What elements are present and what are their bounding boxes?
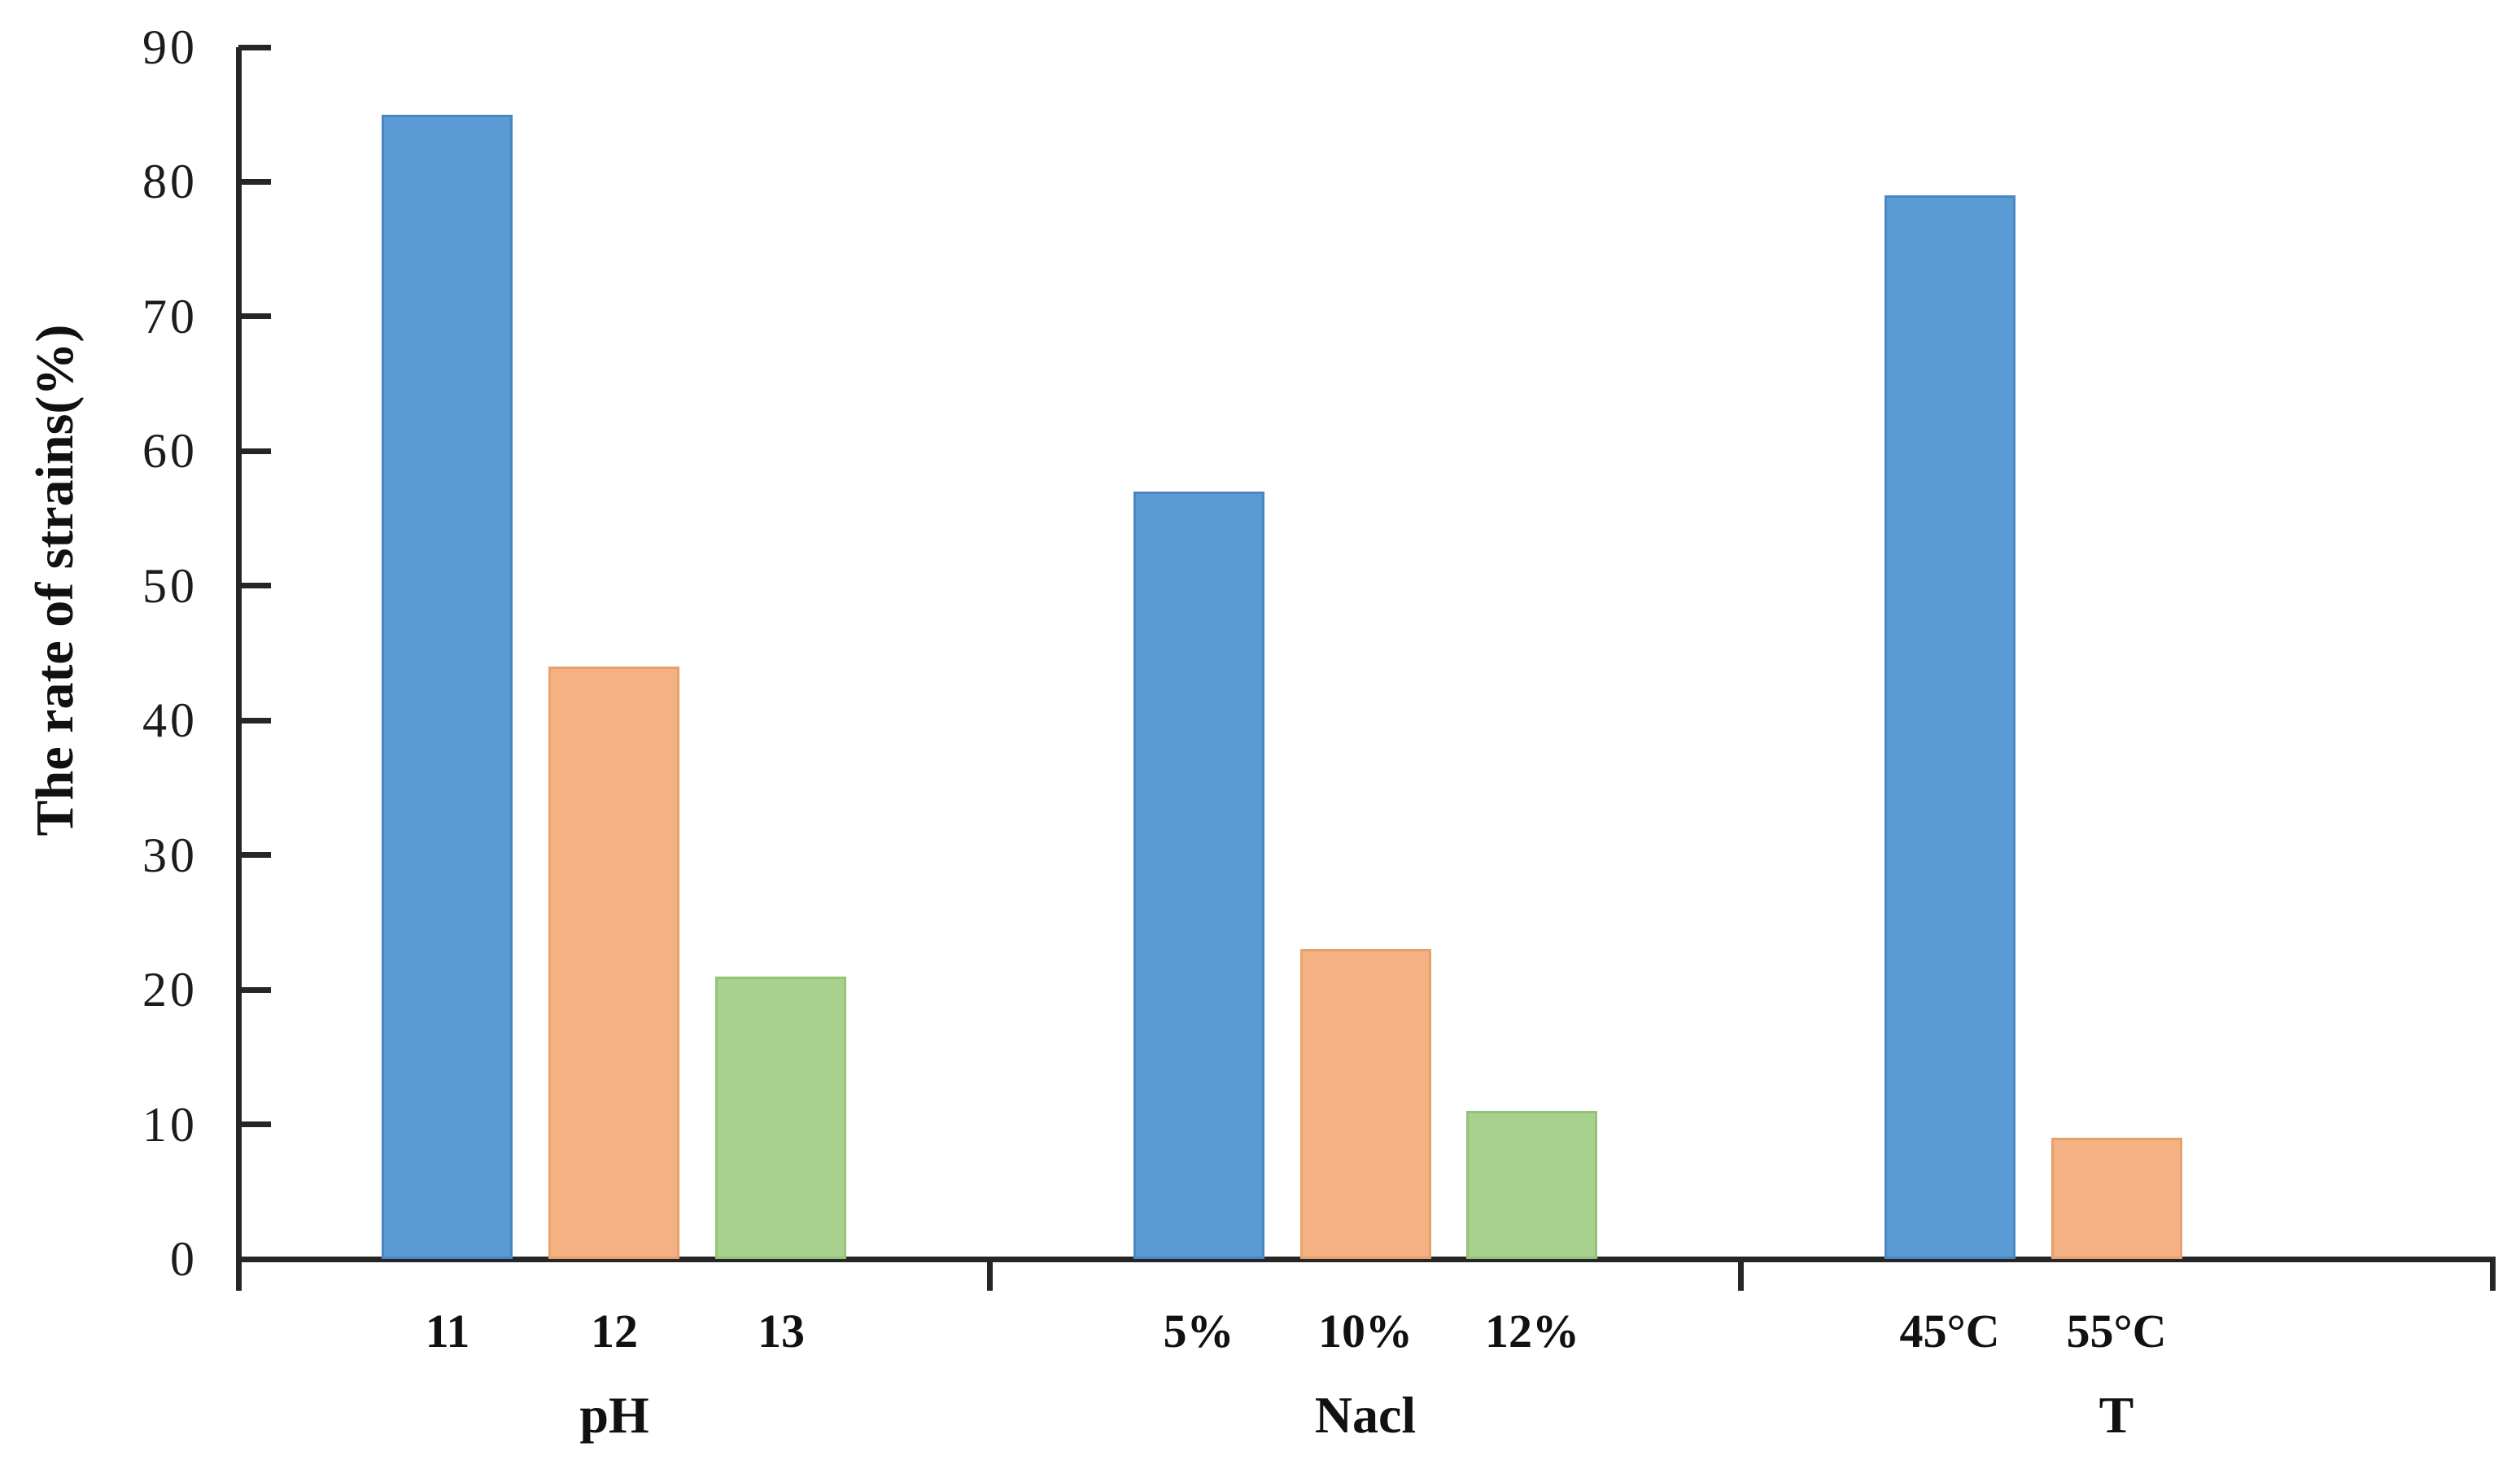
bar-pH-12	[548, 667, 679, 1259]
y-tick-label-30: 30	[142, 828, 198, 882]
category-label-Nacl-12%: 12%	[1485, 1305, 1579, 1357]
group-label-Nacl: Nacl	[1314, 1386, 1417, 1444]
y-tick-label-40: 40	[142, 693, 198, 747]
y-tick-label-50: 50	[142, 559, 198, 613]
y-tick-mark-0	[238, 1257, 271, 1262]
bar-Nacl-12%	[1466, 1111, 1597, 1259]
y-tick-mark-20	[238, 987, 271, 993]
category-label-T-45°C: 45°C	[1899, 1305, 2000, 1357]
y-tick-mark-80	[238, 179, 271, 185]
y-tick-label-90: 90	[142, 20, 198, 74]
bar-Nacl-5%	[1133, 492, 1264, 1259]
category-label-pH-12: 12	[591, 1305, 638, 1357]
group-label-pH: pH	[579, 1386, 649, 1444]
y-tick-mark-60	[238, 448, 271, 454]
y-tick-mark-50	[238, 583, 271, 588]
y-tick-label-80: 80	[142, 155, 198, 208]
y-tick-label-70: 70	[142, 290, 198, 343]
y-tick-mark-40	[238, 718, 271, 724]
y-tick-mark-70	[238, 313, 271, 319]
y-axis-line	[236, 47, 242, 1291]
y-tick-mark-10	[238, 1121, 271, 1127]
y-tick-label-0: 0	[170, 1232, 198, 1286]
y-tick-label-60: 60	[142, 424, 198, 478]
x-axis-divider-tick-3	[2490, 1259, 2496, 1291]
bar-Nacl-10%	[1300, 949, 1431, 1259]
category-label-Nacl-10%: 10%	[1318, 1305, 1413, 1357]
group-label-T: T	[2099, 1386, 2134, 1444]
x-axis-divider-tick-1	[987, 1259, 993, 1291]
y-tick-label-10: 10	[142, 1098, 198, 1152]
bar-pH-13	[715, 977, 846, 1259]
y-tick-mark-90	[238, 45, 271, 50]
category-label-pH-13: 13	[758, 1305, 805, 1357]
category-label-T-55°C: 55°C	[2066, 1305, 2167, 1357]
x-axis-line	[236, 1257, 2496, 1262]
bar-T-55°C	[2051, 1138, 2182, 1259]
category-label-Nacl-5%: 5%	[1163, 1305, 1234, 1357]
bar-T-45°C	[1885, 195, 2016, 1259]
y-tick-label-20: 20	[142, 963, 198, 1016]
category-label-pH-11: 11	[425, 1305, 470, 1357]
bar-pH-11	[382, 115, 513, 1259]
y-tick-mark-30	[238, 852, 271, 858]
x-axis-divider-tick-2	[1738, 1259, 1744, 1291]
